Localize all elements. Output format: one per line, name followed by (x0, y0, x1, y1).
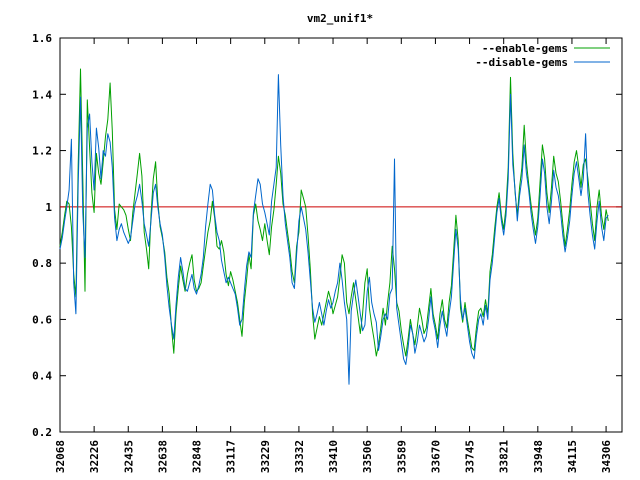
series-line-enable-gems (59, 68, 609, 357)
x-tick-label: 33745 (464, 440, 477, 473)
x-tick-label: 33948 (532, 440, 545, 473)
x-tick-label: 33229 (259, 440, 272, 473)
y-tick-label: 1.4 (32, 88, 52, 101)
chart-title: vm2_unif1* (307, 12, 373, 25)
legend-label-disable: --disable-gems (475, 56, 568, 69)
legend-label-enable: --enable-gems (482, 42, 568, 55)
x-tick-label: 33117 (225, 440, 238, 473)
y-tick-label: 0.8 (32, 257, 52, 270)
y-axis: 0.2 0.4 0.6 0.8 1 1.2 1.4 1.6 (32, 32, 622, 439)
y-tick-label: 1.2 (32, 145, 52, 158)
x-tick-label: 33506 (361, 440, 374, 473)
plot-area-frame (59, 37, 623, 433)
series-line-disable-gems (59, 74, 609, 385)
series-group (59, 68, 609, 385)
x-tick-label: 33410 (327, 440, 340, 473)
x-tick-label: 32435 (122, 440, 135, 473)
x-tick-label: 34306 (600, 440, 613, 473)
y-tick-label: 1.6 (32, 32, 52, 45)
x-tick-label: 32068 (54, 440, 67, 473)
y-tick-label: 1 (45, 201, 52, 214)
x-tick-label: 33589 (395, 440, 408, 473)
x-axis: 32068 32226 32435 32638 32848 33117 33229 33332… (54, 38, 613, 473)
x-tick-label: 32848 (191, 440, 204, 473)
x-tick-label: 32638 (156, 440, 169, 473)
y-tick-label: 0.2 (32, 426, 52, 439)
x-tick-label: 33670 (429, 440, 442, 473)
x-tick-label: 34115 (566, 440, 579, 473)
x-tick-label: 33821 (498, 440, 511, 473)
y-tick-label: 0.4 (32, 370, 52, 383)
legend: --enable-gems --disable-gems (475, 42, 610, 69)
x-tick-label: 32226 (88, 440, 101, 473)
y-tick-label: 0.6 (32, 313, 52, 326)
x-tick-label: 33332 (293, 440, 306, 473)
